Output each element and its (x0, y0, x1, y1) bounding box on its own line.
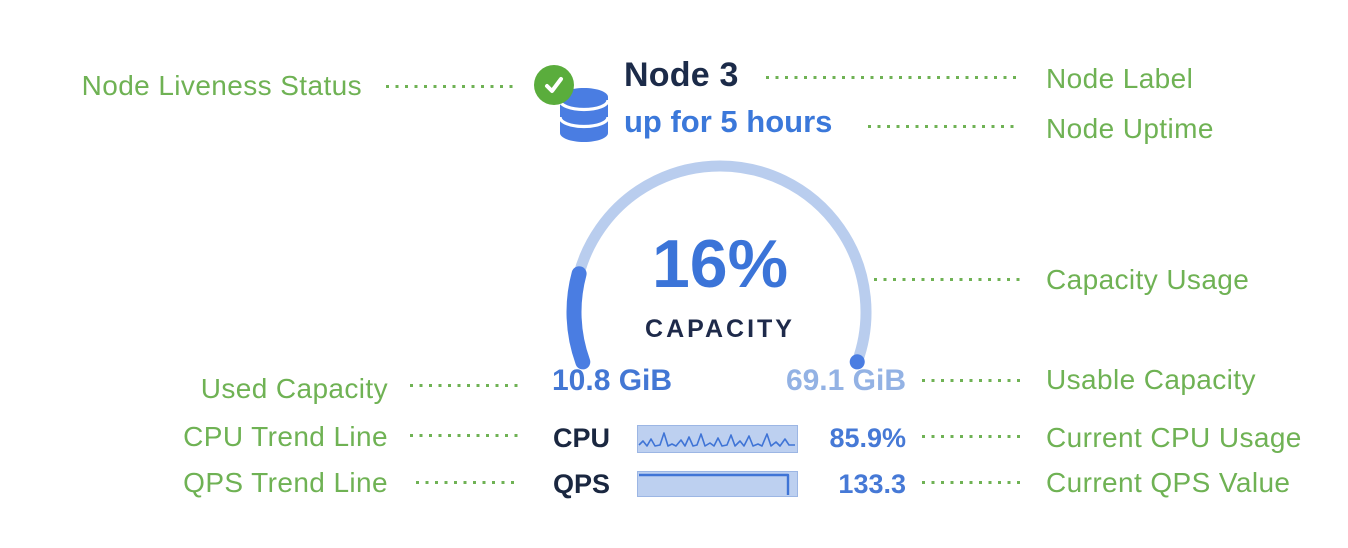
used-capacity-value: 10.8 GiB (552, 364, 673, 397)
annotation-usable-capacity: Usable Capacity (1046, 364, 1256, 395)
annotation-cpu-trend-line: CPU Trend Line (183, 421, 388, 452)
database-icon (556, 86, 612, 149)
qps-sparkline (637, 471, 798, 497)
node-label: Node 3 (624, 56, 739, 94)
annotation-current-cpu-usage: Current CPU Usage (1046, 422, 1302, 453)
dotted-connector-cpu-trend (410, 434, 520, 437)
annotation-capacity-usage: Capacity Usage (1046, 264, 1250, 295)
cpu-current-value: 85.9% (829, 423, 906, 453)
qps-label: QPS (553, 469, 611, 499)
annotation-used-capacity: Used Capacity (200, 373, 388, 404)
usable-capacity-value: 69.1 GiB (785, 364, 906, 397)
dotted-connector-used-capacity (410, 384, 520, 387)
annotation-node-uptime: Node Uptime (1046, 113, 1214, 144)
gauge-fill-arc (566, 158, 874, 370)
capacity-gauge (566, 158, 874, 370)
dotted-connector-cpu-value (922, 435, 1022, 438)
dotted-connector-qps-trend (416, 481, 520, 484)
annotation-current-qps-value: Current QPS Value (1046, 467, 1291, 498)
annotation-qps-trend-line: QPS Trend Line (183, 467, 388, 498)
annotation-node-label: Node Label (1046, 63, 1194, 94)
dotted-connector-capacity-usage (874, 278, 1020, 281)
node-uptime: up for 5 hours (624, 104, 833, 139)
liveness-check-icon (534, 65, 574, 105)
capacity-usage-percent: 16% (651, 226, 789, 302)
dotted-connector-usable-capacity (922, 379, 1022, 382)
cpu-label: CPU (553, 423, 611, 453)
cpu-sparkline (637, 425, 798, 453)
dotted-connector-liveness (386, 85, 516, 88)
annotation-node-liveness-status: Node Liveness Status (81, 70, 362, 101)
dotted-connector-uptime (868, 125, 1018, 128)
capacity-caption: CAPACITY (645, 315, 795, 343)
qps-current-value: 133.3 (838, 469, 906, 499)
capacity-values-row: 10.8 GiB 69.1 GiB (552, 364, 906, 398)
dotted-connector-node-label (766, 76, 1016, 79)
dotted-connector-qps-value (922, 481, 1022, 484)
